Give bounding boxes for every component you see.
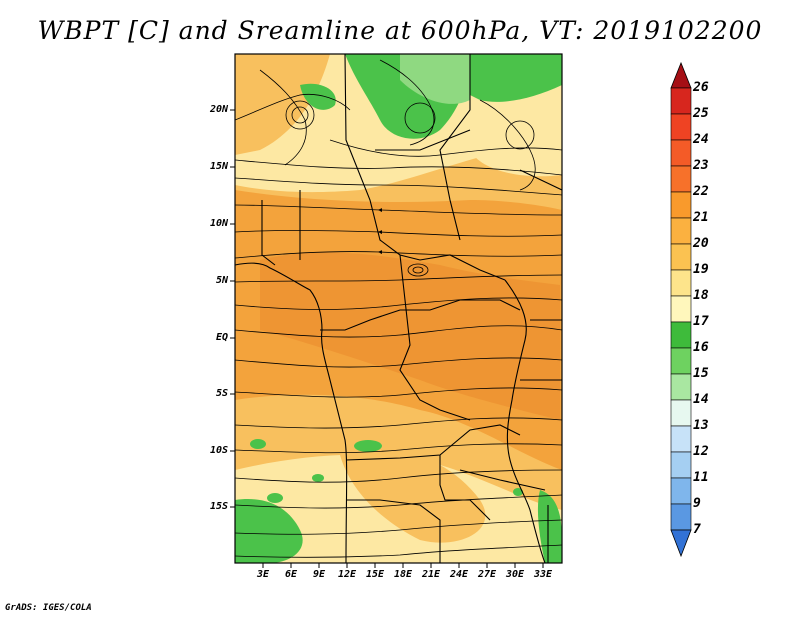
colorbar-label: 19 xyxy=(693,262,709,277)
colorbar-label: 21 xyxy=(693,210,709,225)
lat-label: 10S xyxy=(209,445,228,456)
lat-label: 15N xyxy=(209,161,228,172)
lat-label: 20N xyxy=(209,104,228,115)
lat-label: EQ xyxy=(215,332,228,343)
map-frame xyxy=(234,53,563,564)
colorbar-label: 11 xyxy=(693,470,709,485)
colorbar-label: 14 xyxy=(693,392,709,407)
colorbar-label: 25 xyxy=(693,106,709,121)
colorbar-label: 15 xyxy=(693,366,709,381)
colorbar-label: 9 xyxy=(693,496,701,511)
colorbar-label: 12 xyxy=(693,444,709,459)
lon-label: 6E xyxy=(284,569,298,580)
colorbar-label: 16 xyxy=(693,340,709,355)
colorbar-label: 24 xyxy=(693,132,709,147)
lon-label: 15E xyxy=(365,569,385,580)
axis-ticks xyxy=(230,109,544,568)
colorbar-label: 20 xyxy=(693,236,709,251)
colorbar-label: 17 xyxy=(693,314,709,329)
colorbar-top-arrow xyxy=(670,61,692,89)
lat-label: 15S xyxy=(209,501,228,512)
colorbar-label: 26 xyxy=(693,80,709,95)
lon-label: 24E xyxy=(449,569,469,580)
colorbar-label: 13 xyxy=(693,418,709,433)
lon-label: 33E xyxy=(533,569,553,580)
lon-label: 21E xyxy=(421,569,441,580)
lon-label: 12E xyxy=(337,569,357,580)
colorbar-label: 23 xyxy=(693,158,709,173)
grads-credit: GrADS: IGES/COLA xyxy=(5,603,92,613)
lat-label: 5S xyxy=(215,388,228,399)
colorbar-label: 22 xyxy=(693,184,709,199)
lon-label: 3E xyxy=(256,569,270,580)
lat-label: 10N xyxy=(209,218,228,229)
lon-label: 30E xyxy=(505,569,525,580)
map-title: WBPT [C] and Sreamline at 600hPa, VT: 20… xyxy=(37,16,763,45)
colorbar xyxy=(670,61,692,558)
lon-label: 9E xyxy=(312,569,326,580)
lat-label: 5N xyxy=(215,275,228,286)
colorbar-label: 7 xyxy=(693,522,701,537)
streamlines xyxy=(235,59,562,558)
lon-label: 27E xyxy=(477,569,497,580)
colorbar-bottom-arrow xyxy=(670,529,692,558)
colorbar-label: 18 xyxy=(693,288,709,303)
lon-label: 18E xyxy=(393,569,413,580)
country-borders xyxy=(235,54,562,563)
